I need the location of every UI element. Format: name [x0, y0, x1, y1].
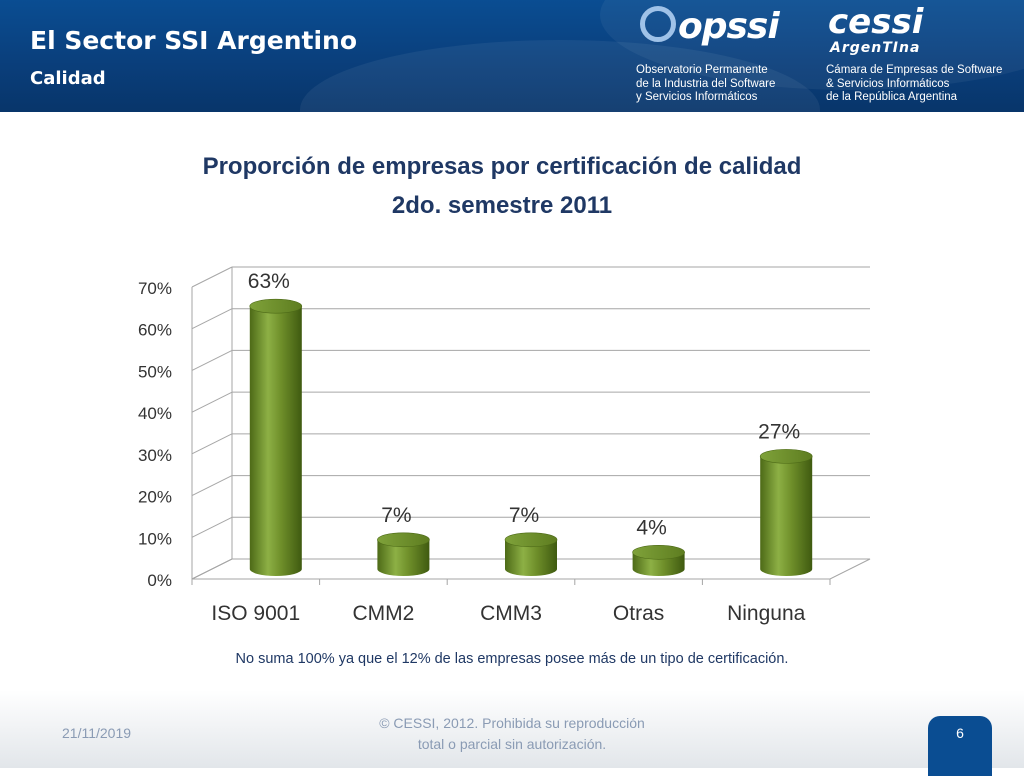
data-label: 4%	[636, 516, 666, 539]
gridline-side	[191, 516, 233, 538]
y-tick-label: 10%	[138, 529, 172, 548]
chart-axes	[191, 267, 871, 585]
footer	[0, 690, 1024, 768]
cessi-line: & Servicios Informáticos	[826, 77, 950, 90]
data-label: 7%	[509, 504, 539, 527]
y-tick-label: 40%	[138, 404, 172, 423]
bar-body	[249, 306, 302, 577]
gridline-side	[191, 349, 233, 371]
page-number: 6	[928, 716, 992, 776]
copyright-line: © CESSI, 2012. Prohibida su reproducción	[379, 715, 645, 731]
cessi-description: Cámara de Empresas de Software & Servici…	[826, 64, 1002, 105]
cessi-line: de la República Argentina	[826, 91, 958, 103]
bar-body	[505, 539, 557, 576]
bar-top	[504, 532, 558, 548]
gridline-side	[191, 308, 233, 330]
opssi-logo-text: opssi	[678, 6, 780, 47]
bar-body	[377, 539, 430, 577]
data-label: 63%	[248, 270, 290, 293]
chart-footnote: No suma 100% ya que el 12% de las empres…	[235, 651, 789, 667]
bar-top	[249, 298, 303, 314]
bar	[504, 532, 558, 576]
x-tick-label: ISO 9001	[211, 602, 300, 625]
data-label: 7%	[381, 504, 411, 527]
footer-copyright: © CESSI, 2012. Prohibida su reproducción…	[312, 713, 712, 755]
bar	[249, 298, 303, 577]
bar	[377, 532, 430, 577]
bar-chart: 0% 10% 20% 30% 40% 50% 60% 70% 63% ISO 9001 7% CMM2…	[138, 266, 871, 625]
bar-top	[377, 532, 430, 548]
gridline-side	[191, 391, 233, 413]
footer-date: 21/11/2019	[62, 725, 132, 741]
cessi-line: Cámara de Empresas de Software	[826, 64, 1003, 76]
chart-labels: 0% 10% 20% 30% 40% 50% 60% 70% 63% ISO 9001 7% CMM2…	[138, 270, 806, 625]
y-tick-label: 30%	[138, 446, 172, 465]
gridline-side	[191, 475, 233, 497]
x-tick-label: CMM2	[352, 602, 414, 625]
slide-title: El Sector SSI Argentino	[30, 26, 358, 55]
opssi-line: de la Industria del Software	[636, 77, 776, 90]
cessi-tagline: ArgenTIna	[830, 40, 921, 56]
bar-body	[760, 456, 813, 577]
y-tick-label: 0%	[147, 571, 172, 590]
magnifier-icon	[640, 6, 676, 42]
y-tick-label: 60%	[138, 321, 172, 340]
y-tick-label: 20%	[138, 488, 172, 507]
bar-top	[632, 545, 685, 560]
header-banner: El Sector SSI Argentino Calidad opssi Ob…	[0, 0, 1024, 112]
chart-floor	[191, 558, 871, 580]
opssi-line: Observatorio Permanente	[636, 64, 768, 76]
chart-title: Proporción de empresas por certificación…	[202, 153, 802, 180]
x-tick-label: CMM3	[480, 602, 542, 625]
y-tick-label: 50%	[138, 362, 172, 381]
cessi-logo: cessi	[828, 2, 924, 42]
x-tick-label: Ninguna	[727, 602, 806, 625]
bar	[759, 449, 813, 577]
chart-bars	[249, 298, 813, 577]
opssi-description: Observatorio Permanente de la Industria …	[636, 64, 775, 105]
y-tick-label: 70%	[138, 279, 172, 298]
slide-subtitle: Calidad	[30, 68, 106, 89]
data-label: 27%	[758, 420, 800, 443]
opssi-line: y Servicios Informáticos	[636, 91, 758, 103]
copyright-line: total o parcial sin autorización.	[417, 736, 607, 752]
x-tick-label: Otras	[613, 602, 664, 625]
bar	[632, 545, 685, 577]
opssi-logo: opssi	[640, 6, 780, 47]
bar-top	[759, 449, 813, 464]
gridline-side	[191, 266, 233, 288]
chart-subtitle: 2do. semestre 2011	[391, 192, 613, 219]
gridline-side	[191, 433, 233, 455]
